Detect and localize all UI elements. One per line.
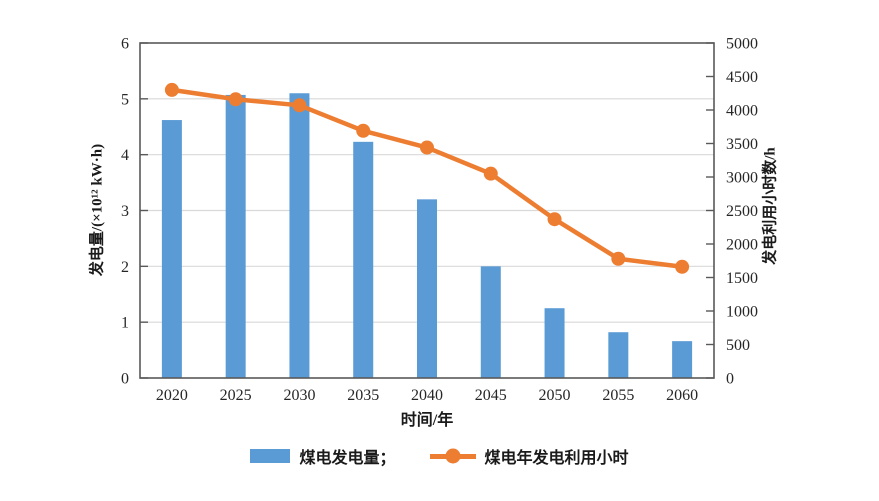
line-marker-2025 <box>228 92 243 107</box>
x-tick-label: 2035 <box>347 387 379 404</box>
line-marker-2020 <box>164 82 179 97</box>
left-tick-label: 5 <box>121 91 129 108</box>
x-tick-label: 2045 <box>475 387 507 404</box>
bar-series-swatch <box>250 449 291 463</box>
right-tick-label: 3000 <box>726 170 758 187</box>
bar-2020 <box>161 120 182 379</box>
right-tick-label: 2000 <box>726 237 758 254</box>
right-tick-label: 1500 <box>726 270 758 287</box>
chart-legend: 煤电发电量； 煤电年发电利用小时 <box>0 444 879 468</box>
right-tick-label: 0 <box>726 371 734 388</box>
left-tick-label: 2 <box>121 259 129 276</box>
x-tick-label: 2030 <box>283 387 315 404</box>
line-marker-2055 <box>611 251 626 266</box>
bar-2050 <box>544 308 565 378</box>
line-series-swatch <box>429 448 476 464</box>
left-tick-label: 6 <box>121 36 129 53</box>
legend-line-label: 煤电年发电利用小时 <box>484 450 629 467</box>
bar-2060 <box>672 341 693 378</box>
y-axis-title-left: 发电量/(×10¹² kW·h) <box>89 143 106 277</box>
left-tick-label: 3 <box>121 203 129 220</box>
left-tick-label: 1 <box>121 315 129 332</box>
bar-2055 <box>608 332 629 378</box>
bar-2030 <box>289 93 310 378</box>
right-tick-label: 4500 <box>726 69 758 86</box>
legend-item-bar: 煤电发电量； <box>250 444 396 468</box>
legend-bar-label: 煤电发电量； <box>299 450 396 467</box>
y-axis-title-right: 发电利用小时数/h <box>762 147 779 265</box>
x-tick-label: 2060 <box>666 387 698 404</box>
bar-2040 <box>417 199 437 378</box>
line-marker-2060 <box>675 259 690 274</box>
line-swatch-marker <box>445 448 460 464</box>
left-tick-label: 4 <box>121 147 129 164</box>
right-tick-label: 500 <box>726 337 750 354</box>
right-tick-label: 3500 <box>726 136 758 153</box>
x-tick-label: 2020 <box>156 387 188 404</box>
bar-2045 <box>480 266 501 378</box>
legend-item-line: 煤电年发电利用小时 <box>429 444 629 468</box>
right-tick-label: 2500 <box>726 203 758 220</box>
x-tick-label: 2040 <box>411 387 443 404</box>
line-marker-2050 <box>547 212 562 227</box>
x-tick-label: 2055 <box>602 387 634 404</box>
line-marker-2045 <box>483 166 498 181</box>
right-tick-label: 4000 <box>726 103 758 120</box>
line-marker-2040 <box>420 140 434 155</box>
line-marker-2035 <box>356 123 371 138</box>
x-tick-label: 2050 <box>539 387 571 404</box>
x-tick-label: 2025 <box>220 387 252 404</box>
x-axis-title: 时间/年 <box>400 412 454 429</box>
bar-2025 <box>225 94 246 379</box>
right-tick-label: 1000 <box>726 304 758 321</box>
bar-2035 <box>353 141 374 378</box>
right-tick-label: 5000 <box>726 36 758 53</box>
line-marker-2030 <box>292 98 307 113</box>
left-tick-label: 0 <box>121 371 129 388</box>
